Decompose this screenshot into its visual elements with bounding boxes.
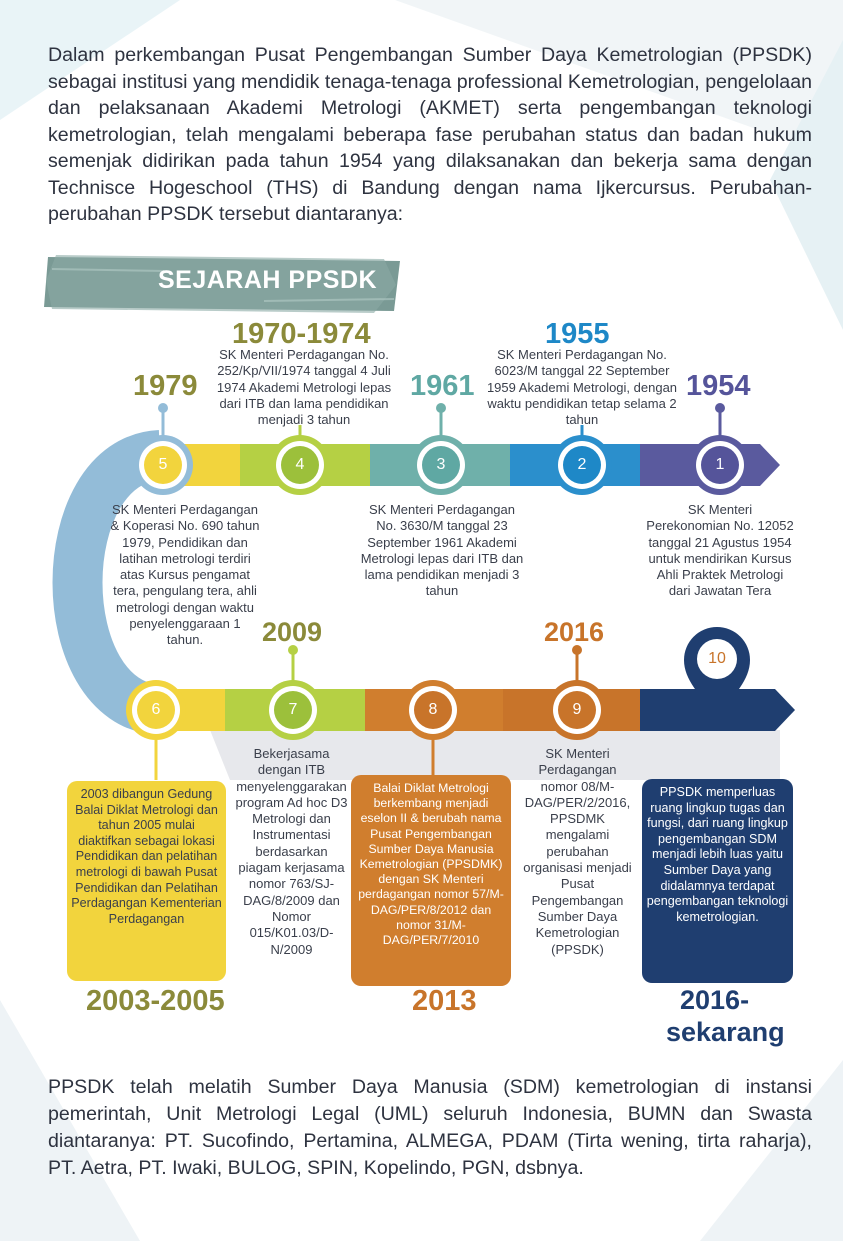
bar-arrow-bottom xyxy=(775,689,795,731)
map-pin-icon xyxy=(684,627,750,717)
milestone-box-6: 2003 dibangun Gedung Balai Diklat Metrol… xyxy=(67,781,226,981)
milestone-desc-7: Bekerjasama dengan ITB menyelenggarakan … xyxy=(235,746,348,957)
section-title: SEJARAH PPSDK xyxy=(158,266,378,294)
node-1 xyxy=(690,435,750,495)
milestone-desc-1: SK Menteri Perekonomian No. 12052 tangga… xyxy=(646,502,794,599)
stem-9 xyxy=(572,645,582,685)
node-6 xyxy=(126,680,186,740)
year-2009: 2009 xyxy=(262,617,323,647)
node-number-1: 1 xyxy=(715,456,725,473)
stem-7 xyxy=(288,645,298,685)
year-2013: 2013 xyxy=(412,985,477,1017)
node-number-9: 9 xyxy=(572,701,582,718)
node-9 xyxy=(547,680,607,740)
year-1954: 1954 xyxy=(686,370,751,402)
year-2016-line2: sekarang xyxy=(666,1017,785,1047)
milestone-box-10: PPSDK memperluas ruang lingkup tugas dan… xyxy=(642,779,793,983)
milestone-desc-3: SK Menteri Perdagangan No. 3630/M tangga… xyxy=(360,502,524,599)
node-number-10: 10 xyxy=(708,650,726,667)
node-7 xyxy=(263,680,323,740)
stem-1 xyxy=(715,403,725,440)
year-1955: 1955 xyxy=(545,318,610,350)
node-number-6: 6 xyxy=(151,701,161,718)
outro-paragraph: PPSDK telah melatih Sumber Daya Manusia … xyxy=(48,1076,812,1179)
node-3 xyxy=(411,435,471,495)
stem-5 xyxy=(158,403,168,440)
node-2 xyxy=(552,435,612,495)
section-banner xyxy=(44,255,400,313)
milestone-desc-2: SK Menteri Perdagangan No. 6023/M tangga… xyxy=(486,347,678,428)
intro-paragraph: Dalam perkembangan Pusat Pengembangan Su… xyxy=(48,44,812,225)
year-1961: 1961 xyxy=(410,370,475,402)
milestone-desc-5: SK Menteri Perdagangan & Koperasi No. 69… xyxy=(110,502,260,648)
year-2016: 2016 xyxy=(544,617,605,647)
node-number-5: 5 xyxy=(158,456,168,473)
milestone-desc-4: SK Menteri Perdagangan No. 252/Kp/VII/19… xyxy=(216,347,392,428)
node-number-3: 3 xyxy=(436,456,446,473)
node-number-8: 8 xyxy=(428,701,438,718)
bar-arrow-top xyxy=(760,444,780,486)
node-4 xyxy=(270,435,330,495)
milestone-desc-9: SK Menteri Perdagangan nomor 08/M-DAG/PE… xyxy=(523,746,632,957)
node-5 xyxy=(133,435,193,495)
node-number-7: 7 xyxy=(288,701,298,718)
node-number-4: 4 xyxy=(295,456,305,473)
timeline-curve xyxy=(52,430,164,735)
year-2016-line1: 2016- xyxy=(680,985,750,1015)
node-number-2: 2 xyxy=(577,456,587,473)
year-1979: 1979 xyxy=(133,370,198,402)
milestone-box-8: Balai Diklat Metrologi berkembang menjad… xyxy=(351,775,511,986)
stem-3 xyxy=(436,403,446,440)
year-2003-2005: 2003-2005 xyxy=(86,985,225,1017)
year-1970-1974: 1970-1974 xyxy=(232,318,371,350)
node-8 xyxy=(403,680,463,740)
